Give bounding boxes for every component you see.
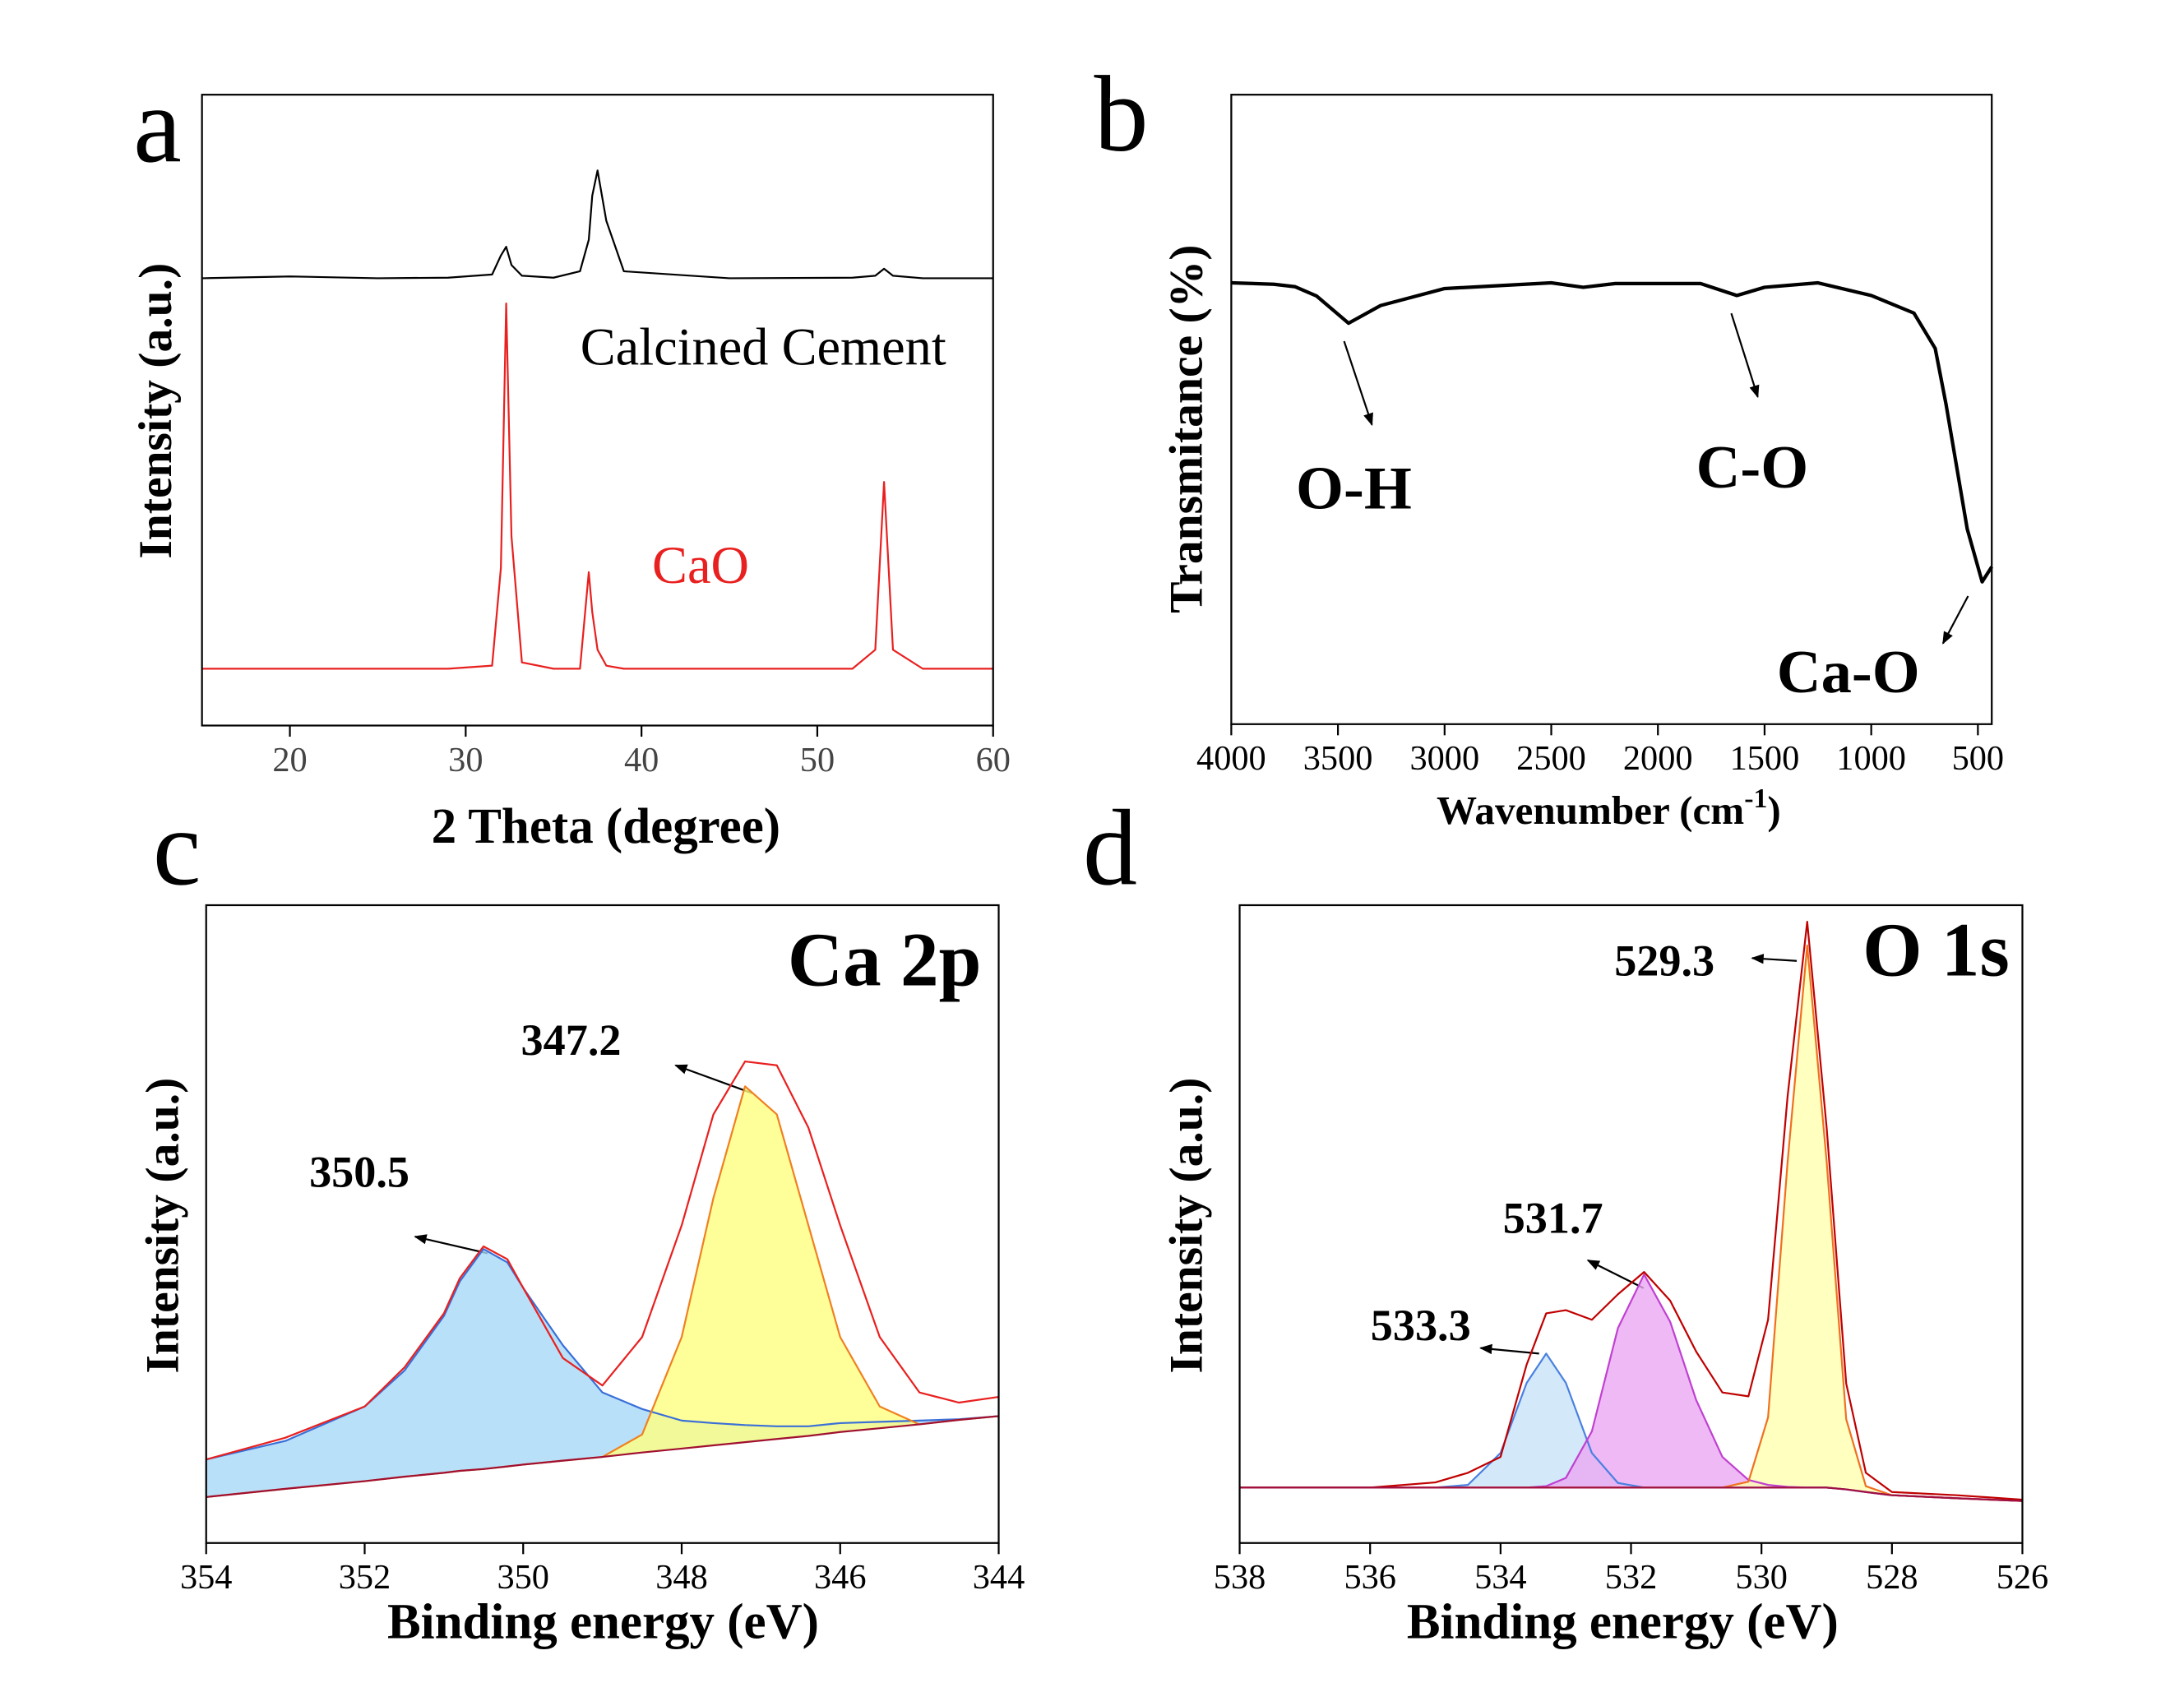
x-tick-label: 530 [1735, 1558, 1788, 1597]
annotation: 533.3 [1371, 1301, 1471, 1350]
x-tick-label: 534 [1474, 1558, 1526, 1597]
annotation: O 1s [1862, 908, 2010, 993]
x-tick-label: 2000 [1623, 739, 1693, 778]
arrow [1730, 312, 1760, 399]
x-tick-label: 1500 [1730, 739, 1800, 778]
peak-fill [1239, 1274, 2023, 1501]
x-axis-title: 2 Theta (degree) [432, 799, 780, 854]
x-tick-label: 3000 [1409, 739, 1479, 778]
panel: 354 352 350 348 346 344 c Binding energy (eV) In… [137, 787, 1025, 1649]
plot-frame [205, 904, 1000, 1544]
annotation: 347.2 [521, 1015, 622, 1065]
x-axis-title-text: Wavenumber (cm [1437, 788, 1744, 833]
arrow [1751, 954, 1798, 964]
x-tick-label: 538 [1214, 1558, 1266, 1597]
series-line [206, 1415, 999, 1498]
x-tick-label: 536 [1344, 1558, 1396, 1597]
arrow [1586, 1259, 1645, 1289]
x-tick-label: 526 [1997, 1558, 2049, 1597]
x-tick-label: 348 [655, 1558, 708, 1597]
series-line [1239, 1486, 2023, 1502]
series-line [201, 302, 993, 670]
arrow [1343, 340, 1373, 427]
panel: 20 30 40 50 60 a 2 Theta (degree) Intensity (a.… [130, 64, 1011, 854]
x-tick-label: 3500 [1303, 739, 1373, 778]
x-tick-label: 40 [624, 741, 659, 779]
plot-frame [201, 94, 994, 727]
series-line [201, 169, 993, 280]
annotation: CaO [652, 536, 749, 594]
annotation: 531.7 [1503, 1194, 1603, 1243]
panel-label: c [153, 787, 201, 908]
panel: 4000 3500 3000 2500 2000 1500 1000 500 b Wavenumb… [1094, 53, 2005, 833]
x-tick-label: 2500 [1516, 739, 1586, 778]
x-tick-label: 50 [800, 741, 835, 779]
peak-fill [206, 1249, 999, 1497]
x-tick-label: 20 [272, 741, 307, 779]
x-axis-title: Binding energy (eV) [1407, 1594, 1839, 1649]
peak-fill [1239, 945, 2023, 1501]
x-tick-label: 60 [976, 741, 1011, 779]
annotation: 529.3 [1614, 936, 1714, 985]
panel-label: d [1083, 787, 1137, 908]
y-axis-title: Intensity (a.u.) [130, 263, 182, 559]
annotation: Ca-O [1777, 639, 1920, 706]
x-axis-title-text: Binding energy (eV) [387, 1594, 819, 1649]
x-axis-title: Wavenumber (cm-1) [1437, 784, 1781, 833]
x-tick-label: 346 [814, 1558, 867, 1597]
series-line [206, 1060, 999, 1461]
annotation: 350.5 [309, 1148, 410, 1197]
series-line [206, 1248, 999, 1461]
annotation: C-O [1696, 434, 1809, 502]
arrow [674, 1064, 753, 1094]
x-tick-label: 1000 [1836, 739, 1906, 778]
y-axis-title: Intensity (a.u.) [137, 1078, 189, 1374]
x-axis-title-text: Binding energy (eV) [1407, 1594, 1839, 1649]
x-axis-title-end: ) [1767, 788, 1780, 833]
x-tick-label: 352 [339, 1558, 391, 1597]
arrow [1479, 1343, 1539, 1355]
series-line [1239, 921, 2023, 1501]
plot-frame [1230, 94, 1993, 725]
annotation: Calcined Cement [581, 317, 946, 376]
x-tick-label: 528 [1866, 1558, 1918, 1597]
x-tick-label: 4000 [1196, 739, 1266, 778]
x-tick-label: 500 [1952, 739, 2004, 778]
x-axis-title: Binding energy (eV) [387, 1594, 819, 1649]
x-tick-label: 532 [1605, 1558, 1657, 1597]
annotation: Ca 2p [788, 918, 982, 1003]
annotation: O-H [1296, 455, 1412, 522]
peak-fill [206, 1086, 999, 1497]
y-axis-title: Transmitance (%) [1160, 245, 1212, 613]
series-line [1231, 280, 1993, 584]
x-axis-title-text: 2 Theta (degree) [432, 799, 780, 854]
arrow [414, 1234, 488, 1255]
x-tick-label: 30 [448, 741, 483, 779]
arrows [414, 312, 1969, 1355]
panel-label: b [1094, 53, 1149, 174]
y-axis-title: Intensity (a.u.) [1160, 1078, 1212, 1374]
x-axis-title-sup: -1 [1744, 784, 1767, 814]
x-tick-label: 344 [973, 1558, 1025, 1597]
panel-label: a [133, 64, 182, 185]
x-tick-label: 354 [180, 1558, 232, 1597]
x-tick-label: 350 [497, 1558, 549, 1597]
panel: 538 536 534 532 530 528 526 d Binding energy (eV… [1083, 787, 2048, 1649]
arrow [1941, 595, 1969, 645]
